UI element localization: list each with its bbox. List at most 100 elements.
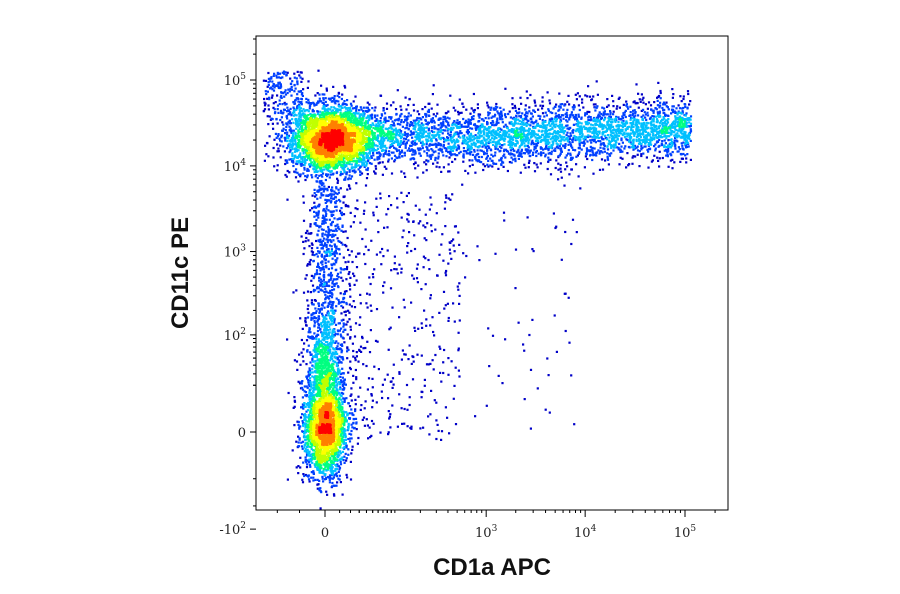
event-dot (408, 396, 411, 399)
event-dot (362, 416, 366, 419)
event-dot (348, 271, 351, 274)
event-dot (425, 324, 428, 327)
event-dot (531, 153, 534, 156)
event-dot (524, 104, 527, 107)
event-dot (333, 321, 336, 324)
event-dot (443, 147, 446, 150)
event-dot (440, 170, 443, 173)
event-dot (424, 226, 427, 229)
event-dot (318, 489, 321, 492)
event-dot (337, 191, 340, 194)
event-dot (353, 283, 356, 286)
event-dot (590, 148, 593, 151)
event-dot (535, 142, 538, 145)
event-dot (292, 159, 295, 163)
event-dot (435, 419, 438, 422)
event-dot (307, 344, 310, 347)
event-dot (672, 142, 675, 145)
event-dot (621, 141, 624, 144)
event-dot (446, 129, 449, 132)
event-dot (487, 159, 490, 162)
event-dot (329, 98, 332, 101)
event-dot (574, 118, 577, 121)
event-dot (407, 213, 410, 216)
event-dot (685, 157, 688, 160)
event-dot (350, 437, 353, 440)
event-dot (571, 114, 575, 117)
event-dot (671, 105, 674, 108)
event-dot (666, 121, 670, 124)
event-dot (598, 152, 601, 155)
event-dot (311, 303, 314, 306)
event-dot (374, 165, 377, 168)
event-dot (359, 293, 362, 296)
event-dot (531, 129, 534, 132)
event-dot (284, 93, 288, 96)
event-dot (298, 105, 301, 108)
event-dot (420, 390, 423, 393)
event-dot (302, 219, 306, 222)
event-dot (460, 123, 463, 126)
event-dot (407, 220, 410, 223)
event-dot (672, 105, 675, 108)
event-dot (476, 245, 479, 248)
event-dot (327, 310, 330, 313)
event-dot (393, 154, 397, 157)
event-dot (312, 476, 315, 479)
event-dot (444, 225, 447, 228)
event-dot (544, 147, 547, 150)
event-dot (299, 425, 302, 428)
event-dot (305, 454, 309, 457)
event-dot (486, 163, 489, 166)
event-dot (537, 152, 540, 155)
event-dot (539, 104, 542, 107)
event-dot (343, 290, 347, 293)
event-dot (606, 145, 609, 148)
event-dot (564, 168, 567, 171)
event-dot (349, 102, 353, 105)
event-dot (332, 330, 336, 334)
event-dot (435, 138, 438, 141)
event-dot (450, 154, 453, 157)
event-dot (370, 156, 373, 159)
event-dot (586, 140, 589, 143)
event-dot (420, 396, 423, 399)
event-dot (627, 164, 630, 167)
event-dot (606, 157, 609, 160)
event-dot (584, 136, 587, 139)
event-dot (420, 122, 423, 125)
event-dot (340, 381, 343, 384)
event-dot (482, 163, 485, 166)
event-dot (427, 129, 430, 132)
event-dot (362, 347, 365, 350)
event-dot (338, 468, 341, 471)
event-dot (421, 140, 424, 143)
event-dot (640, 109, 643, 112)
event-dot (631, 112, 635, 115)
event-dot (419, 141, 423, 144)
event-dot (388, 195, 391, 198)
event-dot (473, 143, 476, 146)
event-dot (325, 212, 328, 216)
event-dot (412, 119, 415, 122)
event-dot (320, 331, 323, 334)
event-dot (524, 148, 527, 151)
event-dot (318, 226, 321, 229)
event-dot (430, 130, 433, 133)
event-dot (431, 359, 434, 362)
event-dot (442, 361, 445, 364)
event-dot (458, 126, 461, 129)
event-dot (347, 453, 350, 456)
event-dot (293, 424, 296, 427)
event-dot (533, 101, 537, 104)
event-dot (311, 392, 314, 395)
event-dot (435, 144, 438, 147)
event-dot (317, 263, 320, 266)
event-dot (306, 307, 309, 311)
event-dot (308, 400, 312, 404)
event-dot (289, 122, 293, 125)
event-dot (390, 380, 393, 383)
event-dot (568, 173, 571, 176)
event-dot (437, 429, 440, 432)
event-dot (297, 161, 300, 164)
